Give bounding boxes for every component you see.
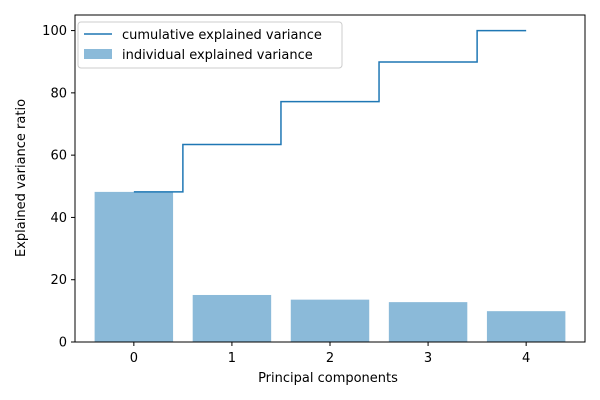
legend-frame	[77, 21, 343, 69]
step-series	[133, 29, 527, 193]
legend-label-cumulative: cumulative explained variance	[122, 28, 322, 43]
y-tick-label: 20	[50, 273, 67, 288]
bar-series	[94, 191, 566, 342]
legend: cumulative explained variance individual…	[77, 21, 343, 69]
x-tick-label: 1	[228, 351, 236, 366]
y-tick-label: 80	[50, 86, 67, 101]
y-tick-label: 100	[42, 24, 67, 39]
y-tick-label: 60	[50, 149, 67, 164]
y-axis-label: Explained variance ratio	[14, 99, 29, 257]
x-axis-label: Principal components	[258, 371, 398, 386]
legend-label-individual: individual explained variance	[122, 48, 313, 63]
bar-0	[94, 191, 174, 342]
x-tick-label: 4	[522, 351, 530, 366]
cumulative-variance-line	[133, 29, 527, 193]
y-axis-ticks: 0 20 40 60 80 100	[42, 24, 75, 351]
legend-swatch-individual	[84, 49, 112, 59]
bar-2	[290, 299, 370, 342]
x-axis-ticks: 0 1 2 3 4	[130, 342, 530, 366]
bar-1	[192, 294, 272, 342]
x-tick-label: 3	[424, 351, 432, 366]
y-tick-label: 40	[50, 211, 67, 226]
y-tick-label: 0	[59, 336, 67, 351]
x-tick-label: 0	[130, 351, 138, 366]
bar-4	[486, 311, 566, 342]
bar-3	[388, 302, 468, 342]
x-tick-label: 2	[326, 351, 334, 366]
